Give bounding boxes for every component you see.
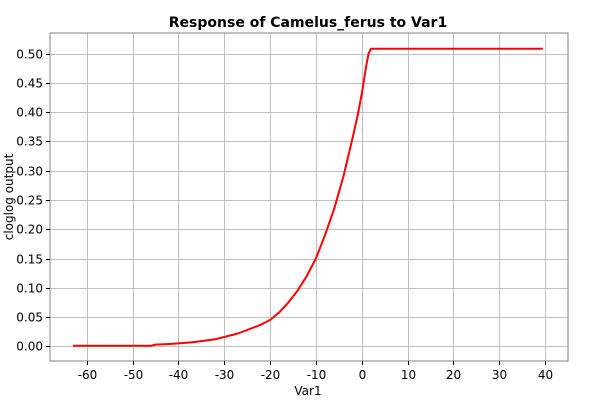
y-axis-label: cloglog output: [2, 153, 16, 240]
x-tick-label: 0: [359, 368, 367, 382]
y-tick-labels: 0.00 0.05 0.10 0.15 0.20 0.25 0.30 0.35 0.40 0.45…: [16, 48, 43, 354]
x-axis-label: Var1: [294, 384, 321, 398]
x-tick-label: -50: [124, 368, 144, 382]
y-tick-label: 0.40: [16, 106, 43, 120]
x-tick-label: -20: [261, 368, 281, 382]
x-tick-label: 20: [446, 368, 461, 382]
chart-title: Response of Camelus_ferus to Var1: [169, 15, 447, 31]
y-tick-label: 0.05: [16, 311, 43, 325]
x-tick-label: 30: [492, 368, 507, 382]
x-tick-label: 10: [401, 368, 416, 382]
y-tick-label: 0.10: [16, 282, 43, 296]
series-line: [72, 47, 543, 347]
y-tick-label: 0.50: [16, 48, 43, 62]
y-tick-label: 0.20: [16, 223, 43, 237]
y-tick-label: 0.25: [16, 194, 43, 208]
x-tick-label: -60: [78, 368, 98, 382]
x-tick-labels: -60 -50 -40 -30 -20 -10 0 10 20 30 40: [78, 368, 553, 382]
y-tick-label: 0.30: [16, 165, 43, 179]
x-tick-label: -10: [307, 368, 327, 382]
y-tick-label: 0.45: [16, 77, 43, 91]
y-tick-label: 0.00: [16, 340, 43, 354]
x-tick-label: -40: [169, 368, 189, 382]
plot-frame: [49, 32, 569, 362]
grid-lines: [50, 33, 568, 361]
axis-ticks: [46, 54, 546, 365]
y-tick-label: 0.15: [16, 253, 43, 267]
y-tick-label: 0.35: [16, 135, 43, 149]
x-tick-label: 40: [538, 368, 553, 382]
x-tick-label: -30: [215, 368, 235, 382]
